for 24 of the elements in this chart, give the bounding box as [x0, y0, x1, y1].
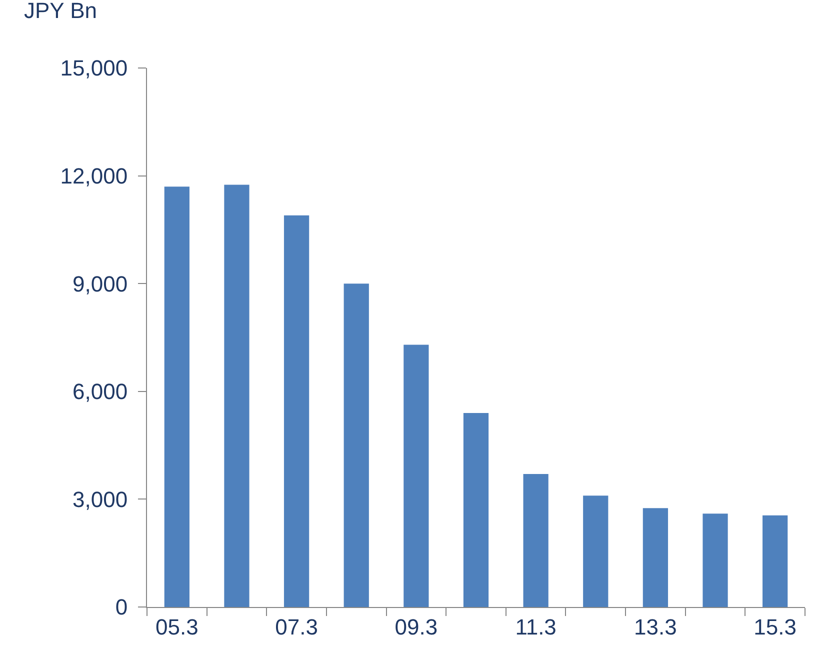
x-tick-label: 05.3 [155, 614, 198, 640]
bar [702, 514, 728, 607]
y-tick-label: 0 [115, 594, 128, 620]
x-tick-label: 11.3 [515, 614, 556, 640]
bar [583, 496, 608, 607]
bar [164, 186, 190, 607]
x-tick-label: 13.3 [634, 614, 677, 640]
y-tick-label: 3,000 [72, 486, 128, 512]
y-tick-label: 12,000 [60, 164, 128, 188]
bar [284, 215, 310, 607]
bar [344, 284, 369, 607]
x-tick-label: 09.3 [394, 614, 438, 640]
bar [404, 344, 429, 607]
bar [523, 474, 548, 607]
y-tick-label: 15,000 [60, 56, 128, 81]
bar [463, 412, 489, 607]
y-axis-title: JPY Bn [24, 0, 97, 23]
x-tick-label: 07.3 [275, 614, 318, 640]
x-tick-label: 15.3 [754, 614, 797, 640]
bar [224, 184, 250, 607]
bar [642, 508, 668, 607]
y-tick-label: 9,000 [72, 271, 128, 296]
y-tick-label: 6,000 [72, 379, 128, 404]
bar [762, 515, 788, 607]
